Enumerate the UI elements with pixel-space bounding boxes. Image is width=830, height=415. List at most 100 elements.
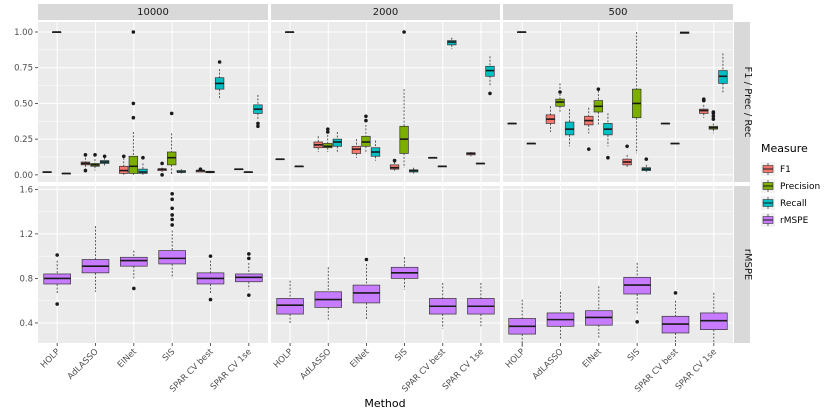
box-outlier: [325, 127, 330, 131]
box-outlier: [55, 253, 59, 257]
box-10000-SPAR CV best-rMSPE: [196, 254, 225, 302]
row-strip-label-1: rMSPE: [742, 249, 753, 280]
box-outlier: [488, 91, 492, 96]
box-500-ElNet-Precision: [593, 87, 604, 125]
box-outlier: [141, 155, 145, 160]
box-10000-SPAR CV best-Precision: [205, 170, 215, 174]
box-10000-SPAR CV 1se-Precision: [243, 171, 254, 173]
box-outlier: [131, 115, 136, 120]
facet-strip-500: [503, 4, 733, 20]
box-outlier: [121, 154, 126, 159]
box-500-SPAR CV 1se-rMSPE: [700, 292, 728, 343]
box-2000-SPAR CV 1se-rMSPE: [467, 282, 495, 327]
box-2000-SPAR CV 1se-F1: [466, 152, 476, 157]
box-outlier: [170, 197, 174, 202]
box-2000-AdLASSO-Recall: [332, 132, 342, 152]
y-tick-label: 1.00: [14, 28, 33, 38]
box-500-AdLASSO-Recall: [564, 109, 575, 147]
box-10000-SPAR CV 1se-Recall: [253, 94, 263, 129]
box-10000-HOLP-Recall: [61, 172, 71, 175]
y-tick-label: 1.2: [19, 230, 33, 240]
box-outlier: [198, 167, 203, 171]
y-tick-label: 0.8: [19, 274, 33, 284]
box-2000-ElNet-Recall: [370, 140, 381, 161]
box-outlier: [170, 223, 174, 227]
box-outlier: [711, 110, 716, 114]
box-500-ElNet-Recall: [603, 113, 613, 160]
box-2000-HOLP-F1: [275, 158, 285, 161]
box-10000-SIS-F1: [157, 161, 167, 177]
box-500-AdLASSO-Precision: [555, 83, 565, 114]
box-outlier: [247, 293, 251, 297]
box-10000-ElNet-F1: [119, 154, 129, 175]
box-2000-SPAR CV best-Precision: [437, 165, 447, 168]
box-outlier: [217, 60, 222, 64]
x-tick-label: AdLASSO: [66, 347, 101, 382]
box-2000-SIS-Precision: [399, 30, 409, 168]
box-10000-SPAR CV best-Recall: [214, 60, 225, 100]
legend-label-rMSPE: rMSPE: [780, 216, 809, 226]
box-500-AdLASSO-rMSPE: [546, 291, 575, 340]
legend: Measure F1 Precision Recall rMSPE: [761, 142, 820, 227]
box-2000-SPAR CV 1se-Recall: [485, 56, 495, 96]
box-outlier: [208, 254, 213, 258]
box-10000-HOLP-rMSPE: [43, 253, 71, 306]
box-outlier: [558, 90, 562, 94]
box-500-SIS-Recall: [641, 157, 651, 172]
box-outlier: [102, 154, 107, 159]
facet-strip-label-10000: 10000: [137, 7, 169, 18]
box-outlier: [711, 117, 716, 121]
x-tick-label: SIS: [161, 347, 177, 363]
x-tick-label: SPAR CV 1se: [209, 347, 254, 392]
y-tick-label: 0.00: [14, 171, 33, 181]
box-outlier: [131, 101, 136, 106]
box-outlier: [131, 30, 136, 34]
box-outlier: [208, 297, 213, 302]
box-outlier: [625, 144, 629, 149]
box-outlier: [635, 320, 639, 324]
box-500-HOLP-F1: [507, 122, 517, 125]
box-outlier: [701, 97, 706, 101]
box-outlier: [247, 252, 251, 256]
panel-bg: [38, 22, 268, 182]
box-2000-ElNet-F1: [351, 139, 362, 158]
box-outlier: [596, 87, 601, 91]
box-outlier: [711, 114, 716, 119]
box-500-HOLP-Precision: [517, 31, 527, 33]
box-outlier: [160, 161, 164, 166]
box-2000-ElNet-Precision: [361, 114, 371, 154]
box-outlier: [132, 286, 136, 291]
box-2000-HOLP-Recall: [294, 165, 304, 168]
x-tick-label: SIS: [393, 347, 409, 363]
box-outlier: [160, 173, 164, 177]
box-2000-HOLP-Precision: [284, 31, 295, 33]
box-2000-ElNet-rMSPE: [352, 257, 381, 320]
x-tick-label: ElNet: [348, 347, 372, 371]
box-500-SIS-Precision: [632, 32, 642, 154]
facet-strip-label-500: 500: [608, 7, 627, 18]
box-500-SPAR CV best-F1: [660, 122, 671, 125]
x-tick-label: HOLP: [39, 347, 62, 370]
box-outlier: [55, 302, 59, 306]
box-outlier: [83, 153, 88, 157]
box-10000-HOLP-Precision: [52, 31, 62, 33]
box-10000-SPAR CV 1se-rMSPE: [235, 252, 263, 297]
box-500-SPAR CV best-Recall: [679, 31, 690, 34]
y-tick-label: 0.75: [14, 64, 33, 74]
box-10000-AdLASSO-F1: [80, 153, 91, 173]
facet-strip-2000: [271, 4, 500, 20]
box-10000-ElNet-Recall: [138, 155, 148, 175]
box-10000-ElNet-rMSPE: [120, 250, 148, 291]
box-outlier: [673, 291, 678, 295]
legend-label-Recall: Recall: [780, 199, 807, 209]
box-outlier: [170, 191, 174, 196]
row-strip-label-0: F1 / Prec / Rec: [742, 66, 753, 137]
box-2000-SPAR CV best-Recall: [447, 37, 457, 50]
box-outlier: [325, 130, 330, 134]
x-tick-label: ElNet: [116, 347, 140, 371]
box-2000-SPAR CV best-F1: [428, 156, 438, 159]
facet-strip-label-2000: 2000: [373, 7, 398, 18]
row-strip-0: [734, 22, 750, 182]
box-outlier: [247, 256, 251, 261]
x-tick-label: SPAR CV 1se: [674, 347, 719, 392]
